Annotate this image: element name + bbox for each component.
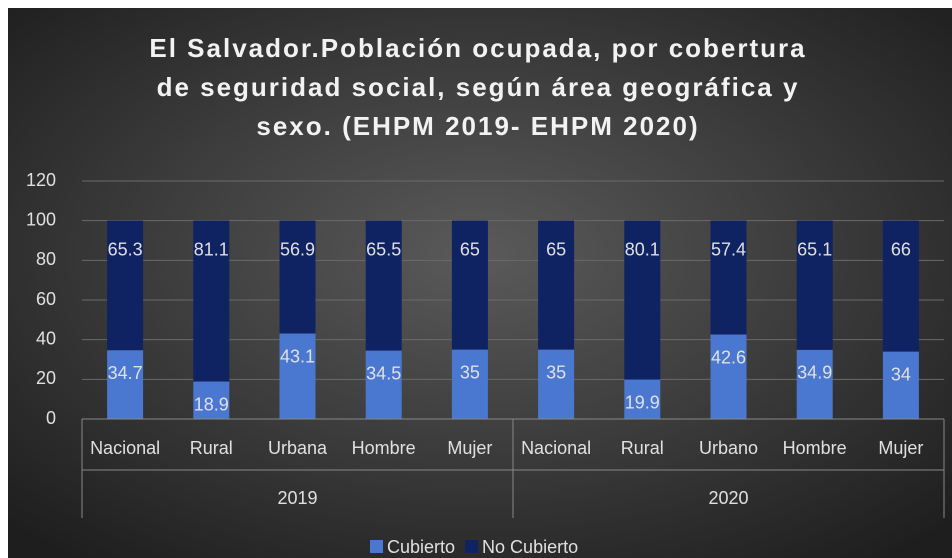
bar-segment <box>796 349 833 419</box>
y-tick-label: 60 <box>36 289 56 309</box>
data-label: 56.9 <box>280 239 315 259</box>
data-label: 65 <box>546 239 566 259</box>
data-label: 19.9 <box>625 392 660 412</box>
bar-segment <box>624 379 661 419</box>
x-tick-label: Urbana <box>268 438 328 458</box>
data-label: 34.5 <box>366 363 401 383</box>
y-tick-label: 120 <box>26 170 56 190</box>
data-label: 57.4 <box>711 239 746 259</box>
bar-segment <box>107 220 144 351</box>
x-tick-label: Rural <box>621 438 664 458</box>
y-tick-label: 40 <box>36 328 56 348</box>
bar-segment <box>279 333 316 419</box>
group-label: 2019 <box>277 488 317 508</box>
x-tick-label: Nacional <box>90 438 160 458</box>
bar-segment <box>710 220 747 335</box>
bar-segment <box>451 349 488 419</box>
x-tick-label: Mujer <box>447 438 492 458</box>
legend-swatch <box>370 540 383 553</box>
x-tick-label: Rural <box>190 438 233 458</box>
y-tick-label: 100 <box>26 209 56 229</box>
bar-segment <box>451 220 488 350</box>
data-label: 34.7 <box>108 363 143 383</box>
data-label: 35 <box>546 362 566 382</box>
chart-title: El Salvador.Población ocupada, por cober… <box>149 33 806 63</box>
data-label: 35 <box>460 362 480 382</box>
bar-segment <box>882 351 919 419</box>
chart-title: sexo. (EHPM 2019- EHPM 2020) <box>256 111 699 141</box>
x-tick-label: Urbano <box>699 438 758 458</box>
y-tick-label: 80 <box>36 249 56 269</box>
data-label: 34 <box>891 364 911 384</box>
data-label: 65.5 <box>366 239 401 259</box>
data-label: 42.6 <box>711 347 746 367</box>
data-label: 80.1 <box>625 239 660 259</box>
y-tick-label: 20 <box>36 368 56 388</box>
data-label: 65.3 <box>108 239 143 259</box>
legend-label: Cubierto <box>387 537 455 557</box>
legend-swatch <box>465 540 479 553</box>
bar-segment <box>193 381 230 419</box>
x-tick-label: Hombre <box>783 438 847 458</box>
data-label: 34.9 <box>797 363 832 383</box>
bar-segment <box>279 220 316 334</box>
x-tick-label: Mujer <box>878 438 923 458</box>
data-label: 66 <box>891 239 911 259</box>
bar-segment <box>365 350 402 419</box>
bar-segment <box>365 220 402 351</box>
chart-title: de seguridad social, según área geográfi… <box>157 72 800 102</box>
bar-segment <box>538 220 575 350</box>
data-label: 81.1 <box>194 239 229 259</box>
y-tick-label: 0 <box>46 408 56 428</box>
data-label: 65 <box>460 239 480 259</box>
bar-segment <box>107 350 144 419</box>
bar-segment <box>538 349 575 419</box>
bar-segment <box>624 220 661 380</box>
x-tick-label: Hombre <box>352 438 416 458</box>
bar-segment <box>882 220 919 352</box>
data-label: 43.1 <box>280 346 315 366</box>
group-label: 2020 <box>708 488 748 508</box>
bar-segment <box>796 220 833 350</box>
bar-segment <box>710 334 747 419</box>
bar-segment <box>193 220 230 382</box>
data-label: 65.1 <box>797 239 832 259</box>
legend-label: No Cubierto <box>482 537 578 557</box>
x-tick-label: Nacional <box>521 438 591 458</box>
data-label: 18.9 <box>194 394 229 414</box>
